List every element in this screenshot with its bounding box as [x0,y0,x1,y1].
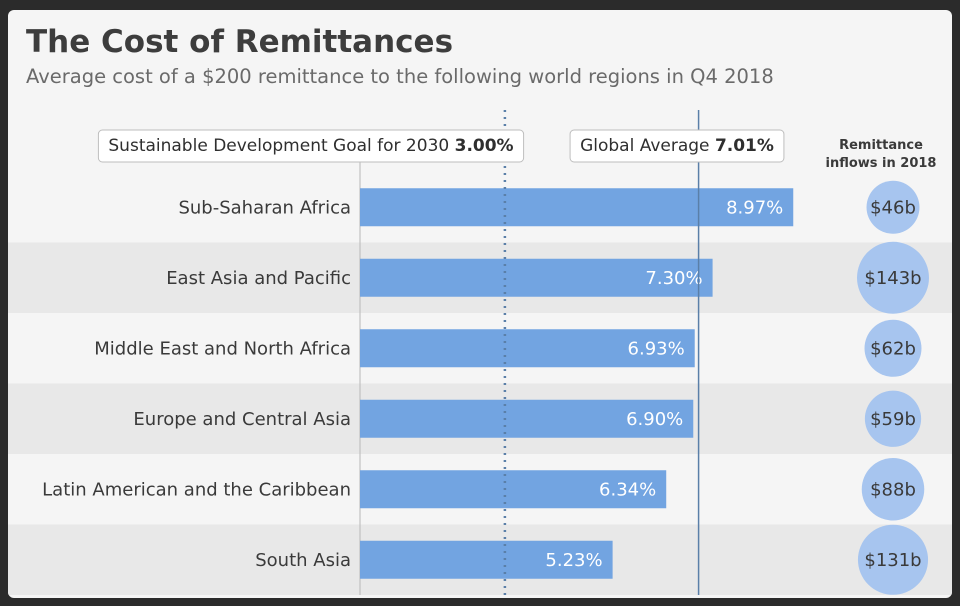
bar [360,188,794,227]
bar-value-label: 6.34% [599,479,656,500]
bar [360,258,713,297]
bar [360,329,695,368]
category-label: East Asia and Pacific [166,268,351,289]
bar-value-label: 8.97% [726,197,783,218]
inflow-value-label: $62b [870,338,916,359]
inflow-value-label: $46b [870,197,916,218]
category-label: Middle East and North Africa [94,338,351,359]
inflows-header-line2: inflows in 2018 [826,156,937,171]
inflow-value-label: $143b [864,268,921,289]
goal-callout-box [97,129,525,163]
category-label: Sub-Saharan Africa [178,197,351,218]
inflow-value-label: $131b [864,550,921,571]
bar [360,399,694,438]
inflow-bubble [861,457,925,521]
inflows-header-line1: Remittance [839,138,923,153]
chart-subtitle: Average cost of a $200 remittance to the… [26,65,774,88]
inflow-bubble [864,390,922,447]
chart-card: The Cost of Remittances Average cost of … [8,10,952,598]
inflow-bubble [864,319,922,377]
inflow-value-label: $59b [870,409,916,430]
category-label: Europe and Central Asia [133,409,351,430]
inflow-bubble [857,524,929,595]
inflow-bubble [866,180,920,234]
bar [360,470,667,509]
average-callout-box [569,129,785,163]
bar [360,540,613,579]
bar-value-label: 6.90% [626,409,683,430]
chart-title: The Cost of Remittances [26,24,454,60]
bar-chart: 8.97% Sub-Saharan Africa $46b 7.30% East Asi… [8,110,952,595]
goal-callout-text: Sustainable Development Goal for 2030 3.… [108,136,513,156]
category-label: Latin American and the Caribbean [42,479,351,500]
average-callout-text: Global Average 7.01% [580,136,774,156]
inflow-bubble [857,241,929,314]
category-label: South Asia [255,550,351,571]
bar-value-label: 7.30% [645,268,702,289]
bar-value-label: 6.93% [628,338,685,359]
inflow-value-label: $88b [870,479,916,500]
bar-value-label: 5.23% [545,550,602,571]
